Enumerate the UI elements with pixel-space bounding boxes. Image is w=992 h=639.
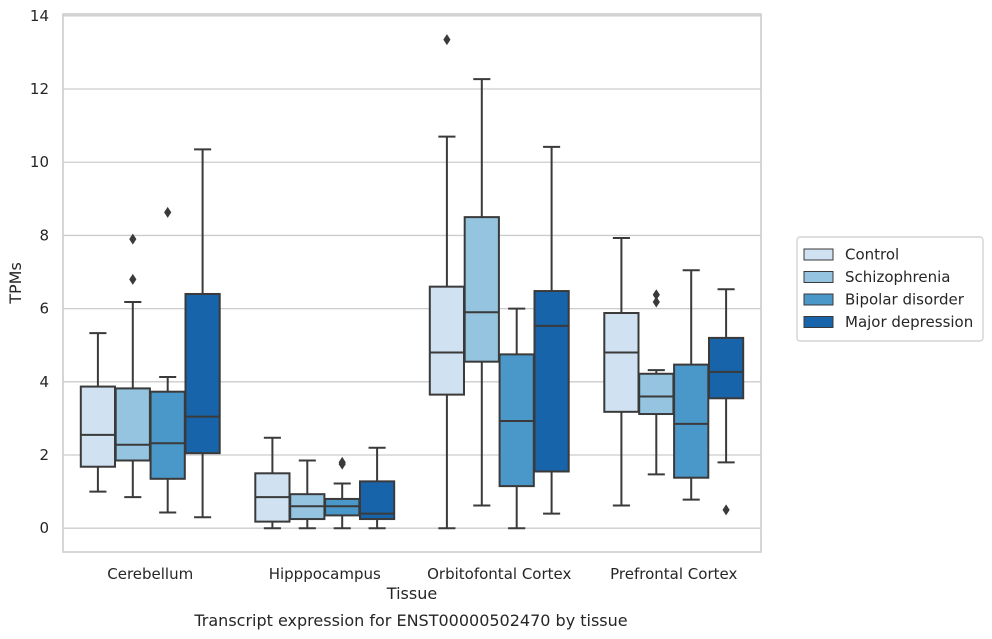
box-body <box>184 292 221 455</box>
box-plot-series <box>79 34 745 530</box>
box-body <box>707 336 745 400</box>
y-tick-label: 8 <box>39 226 49 244</box>
outlier-point <box>722 504 730 516</box>
legend-swatch <box>803 271 834 283</box>
chart-caption: Transcript expression for ENST0000050247… <box>193 611 627 630</box>
x-axis-ticks: Cerebellum Hipppocampus Orbitofontal Corte… <box>107 565 737 583</box>
legend-swatch <box>803 316 834 328</box>
box-3-2 <box>324 456 361 530</box>
legend-label: Bipolar disorder <box>845 291 965 309</box>
legend: Control Schizophrenia Bipolar disorder Majo… <box>796 236 984 342</box>
box-body <box>533 290 570 473</box>
outlier-point <box>164 206 172 218</box>
x-axis-label: Tissue <box>386 584 437 603</box>
box-body <box>79 385 117 468</box>
x-tick-label: Cerebellum <box>107 565 193 583</box>
y-tick-label: 2 <box>39 446 49 464</box>
x-tick-label: Hipppocampus <box>269 565 381 583</box>
y-tick-label: 6 <box>39 300 49 318</box>
outlier-point <box>652 289 660 301</box>
box-body <box>603 312 640 413</box>
box-body <box>149 390 186 480</box>
box-2-4 <box>638 289 675 476</box>
x-tick-label: Prefrontal Cortex <box>610 565 737 583</box>
box-1-3 <box>428 34 466 530</box>
outlier-point <box>443 34 451 46</box>
box-1-2 <box>254 436 291 530</box>
legend-swatch <box>803 293 834 306</box>
y-axis-label: TPMs <box>6 262 25 305</box>
box-2-1 <box>114 233 151 499</box>
legend-frame <box>796 236 984 342</box>
y-tick-label: 0 <box>39 519 49 537</box>
box-2-2 <box>289 459 326 530</box>
legend-swatch <box>803 248 834 261</box>
box-3-3 <box>498 307 535 530</box>
legend-label: Schizophrenia <box>845 268 950 286</box>
y-axis-ticks: 0 2 4 6 8 10 12 14 <box>30 7 49 537</box>
outlier-point <box>338 456 346 468</box>
box-4-3 <box>533 145 570 515</box>
legend-label: Major depression <box>845 313 973 331</box>
outlier-point <box>129 273 137 285</box>
plot-area-frame <box>62 13 762 553</box>
box-3-1 <box>149 206 186 514</box>
outlier-point <box>652 296 660 308</box>
box-2-3 <box>463 78 500 507</box>
y-tick-label: 4 <box>39 373 49 391</box>
box-body <box>463 216 500 363</box>
box-4-2 <box>358 446 396 530</box>
box-body <box>638 372 675 416</box>
box-body <box>673 363 710 479</box>
box-4-1 <box>184 148 221 519</box>
y-tick-label: 10 <box>30 153 49 171</box>
box-3-4 <box>673 269 710 501</box>
legend-label: Control <box>845 246 899 264</box>
y-tick-label: 14 <box>30 7 49 25</box>
box-1-1 <box>79 332 117 493</box>
box-1-4 <box>603 236 640 507</box>
box-body <box>428 285 466 396</box>
y-tick-label: 12 <box>30 80 49 98</box>
outlier-point <box>129 233 137 245</box>
box-body <box>114 387 151 462</box>
box-4-4 <box>707 288 745 516</box>
x-tick-label: Orbitofontal Cortex <box>427 565 571 583</box>
